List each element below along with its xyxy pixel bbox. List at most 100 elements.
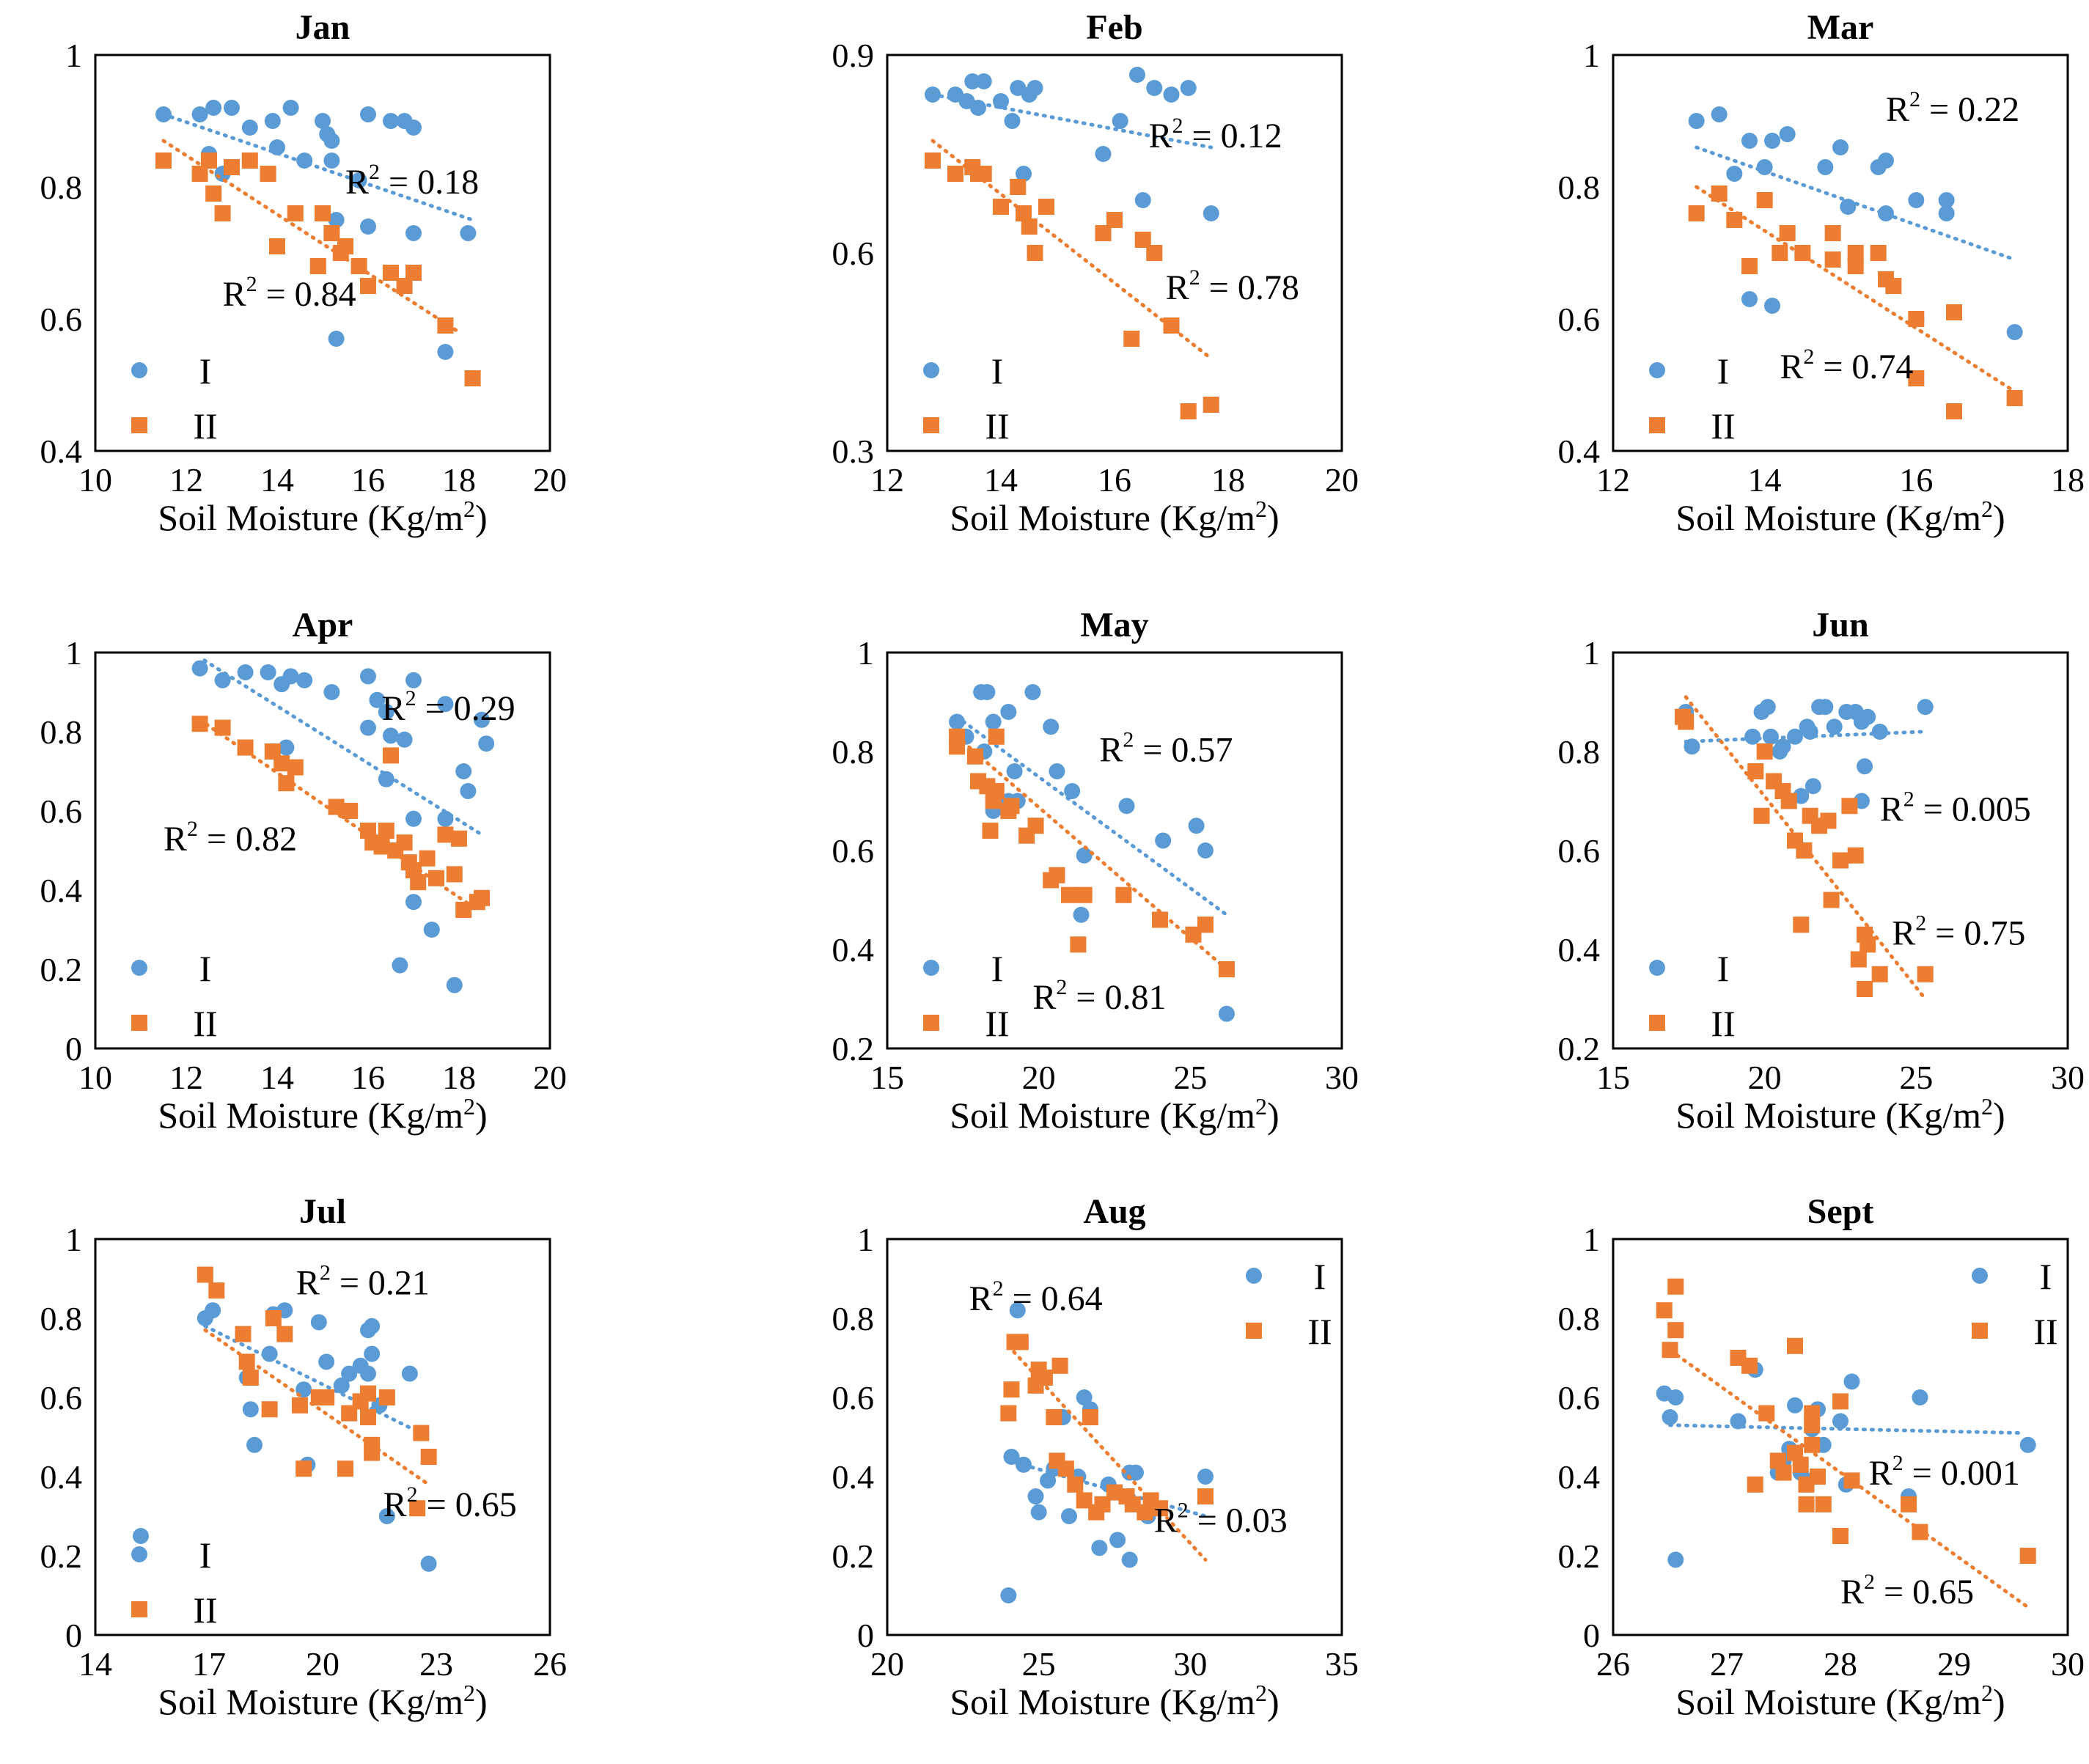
y-tick-label: 1 xyxy=(857,634,874,672)
data-point xyxy=(428,870,444,886)
legend: III xyxy=(131,350,218,446)
data-point xyxy=(155,152,172,169)
data-point xyxy=(1832,1393,1848,1410)
data-point xyxy=(1759,699,1776,716)
trendline-I xyxy=(1684,730,1925,743)
data-point xyxy=(1826,719,1843,735)
data-point xyxy=(1112,113,1128,129)
data-point xyxy=(1061,886,1077,903)
data-point xyxy=(1082,1409,1098,1425)
data-point xyxy=(201,152,217,169)
plot-frame xyxy=(1612,1238,2069,1636)
data-point xyxy=(1841,798,1858,815)
chart-sept: Sept 26 27 28 29 30 0 0.2 0.4 0.6 0.8 1 Soil Moistur… xyxy=(1558,1192,2085,1722)
data-point xyxy=(1061,1508,1077,1524)
data-point xyxy=(409,1500,426,1517)
y-tick-label: 1 xyxy=(1583,634,1600,672)
series-II xyxy=(925,139,1219,419)
chart-title: Aug xyxy=(1083,1192,1145,1231)
data-point xyxy=(378,1389,395,1405)
legend-label-I: I xyxy=(199,350,212,392)
y-tick-label: 0.6 xyxy=(1558,301,1601,338)
y-tick-label: 0.8 xyxy=(1558,733,1601,771)
data-point xyxy=(1908,370,1925,386)
data-point xyxy=(1772,245,1788,261)
chart-aug: Aug 20 25 30 35 0 0.2 0.4 0.6 0.8 1 Soil Moisture (… xyxy=(832,1192,1359,1722)
series-II xyxy=(191,716,490,918)
data-point xyxy=(1076,886,1093,903)
data-point xyxy=(378,1508,395,1524)
data-point xyxy=(1000,1587,1017,1603)
data-point xyxy=(242,1370,259,1386)
data-point xyxy=(342,803,359,819)
series-II xyxy=(1000,1334,1214,1562)
data-point xyxy=(369,691,386,708)
data-point xyxy=(1662,1409,1678,1425)
data-point xyxy=(2019,1436,2036,1453)
x-tick-label: 20 xyxy=(306,1645,339,1683)
data-point xyxy=(191,660,208,677)
data-point xyxy=(1163,317,1180,334)
data-point xyxy=(1787,1337,1803,1354)
x-tick-label: 10 xyxy=(78,1059,112,1096)
legend-label-II: II xyxy=(1711,405,1735,446)
legend-marker-I xyxy=(1246,1268,1262,1284)
x-tick-label: 12 xyxy=(1596,461,1630,499)
data-point xyxy=(214,672,231,688)
data-point xyxy=(423,922,440,938)
data-point xyxy=(1878,205,1894,221)
r2-label: R2 = 0.21 xyxy=(296,1261,430,1303)
legend-label-II: II xyxy=(193,405,217,446)
data-point xyxy=(437,696,454,713)
trendline-I xyxy=(955,715,1229,917)
data-point xyxy=(405,672,422,688)
legend-marker-II xyxy=(1649,417,1665,433)
legend-marker-I xyxy=(1649,960,1665,976)
data-point xyxy=(1756,159,1773,175)
data-point xyxy=(925,87,941,103)
legend-label-II: II xyxy=(1711,1003,1735,1044)
data-point xyxy=(1152,1500,1168,1517)
chart-title: Jun xyxy=(1812,606,1868,644)
x-tick-label: 12 xyxy=(169,461,203,499)
x-axis-label: Soil Moisture (Kg/m2) xyxy=(158,496,487,538)
data-point xyxy=(214,719,231,736)
chart-title: Jul xyxy=(299,1192,346,1231)
data-point xyxy=(1780,793,1797,809)
data-point xyxy=(155,106,172,122)
data-point xyxy=(1027,1488,1044,1504)
trendline-I xyxy=(1668,1423,2024,1436)
x-tick-label: 18 xyxy=(2051,461,2085,499)
x-tick-label: 14 xyxy=(260,1059,294,1096)
series-II xyxy=(949,728,1235,977)
y-tick-label: 1 xyxy=(65,37,82,74)
chart-title: May xyxy=(1080,606,1148,644)
y-tick-label: 0.4 xyxy=(40,1458,83,1496)
legend: III xyxy=(131,948,218,1044)
y-tick-label: 0.4 xyxy=(1558,1458,1601,1496)
data-point xyxy=(1027,80,1043,96)
data-point xyxy=(1859,708,1876,725)
data-point xyxy=(1684,738,1700,755)
data-point xyxy=(378,823,394,839)
data-point xyxy=(1908,192,1925,208)
r2-label: R2 = 0.001 xyxy=(1869,1451,2020,1493)
data-point xyxy=(1787,728,1803,745)
trendline-I xyxy=(1695,145,2017,262)
data-point xyxy=(315,113,331,129)
legend-marker-I xyxy=(1972,1268,1988,1284)
data-point xyxy=(1106,212,1123,228)
legend-label-I: I xyxy=(1314,1256,1326,1297)
x-tick-label: 12 xyxy=(169,1059,203,1096)
data-point xyxy=(1741,291,1758,307)
y-tick-label: 0.9 xyxy=(832,37,875,74)
series-II xyxy=(197,1266,437,1517)
data-point xyxy=(133,1528,149,1544)
data-point xyxy=(437,344,454,360)
y-tick-label: 0.4 xyxy=(832,1458,875,1496)
data-point xyxy=(478,735,495,752)
data-point xyxy=(1793,916,1810,933)
data-point xyxy=(246,1436,262,1453)
data-point xyxy=(296,672,313,688)
r2-label: R2 = 0.12 xyxy=(1149,114,1282,155)
